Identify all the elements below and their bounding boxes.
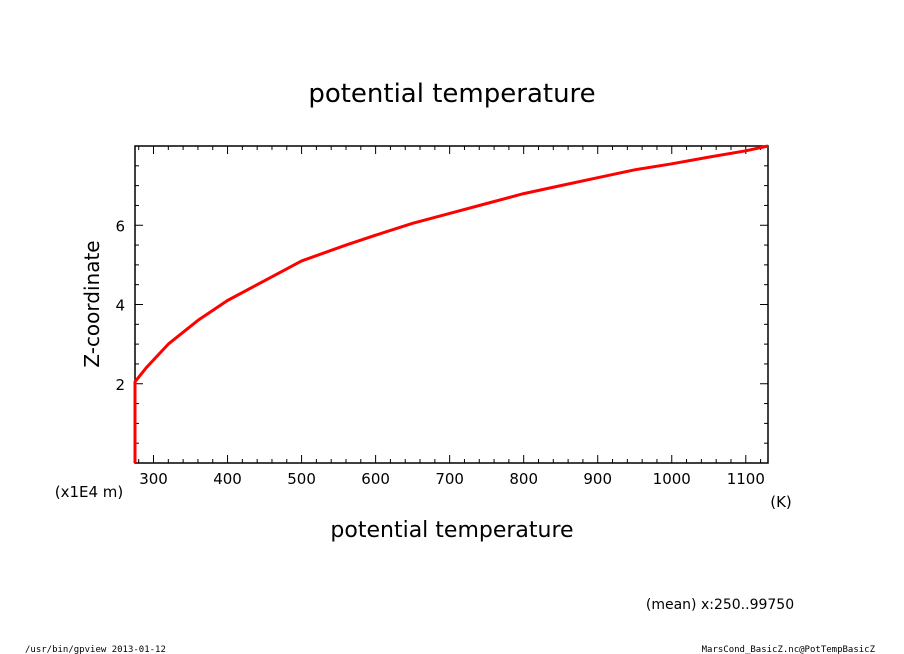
footer-right: MarsCond_BasicZ.nc@PotTempBasicZ: [702, 645, 876, 654]
axis-tick-labels: 300 400 500 600 700 800 900 1000 1100 2 4 6: [115, 217, 764, 488]
y-tick-label: 2: [115, 376, 125, 394]
series-layer: [133, 144, 769, 463]
y-unit-label: (x1E4 m): [55, 483, 124, 501]
y-axis-label: Z-coordinate: [80, 240, 104, 367]
x-tick-label: 700: [435, 470, 464, 488]
footer-left: /usr/bin/gpview 2013-01-12: [25, 645, 166, 654]
x-tick-label: 800: [509, 470, 538, 488]
x-unit-label: (K): [770, 493, 792, 511]
x-tick-label: 500: [287, 470, 316, 488]
chart-title: potential temperature: [308, 79, 595, 109]
x-tick-label: 400: [213, 470, 242, 488]
x-tick-label: 1100: [727, 470, 765, 488]
series-line: [133, 144, 769, 463]
x-tick-label: 300: [139, 470, 168, 488]
x-tick-label: 900: [583, 470, 612, 488]
x-tick-label: 1000: [653, 470, 691, 488]
y-tick-label: 6: [115, 217, 125, 235]
plot-frame: [134, 145, 769, 464]
x-axis-label: potential temperature: [330, 518, 573, 543]
axis-ticks: [135, 145, 768, 463]
x-tick-label: 600: [361, 470, 390, 488]
y-tick-label: 4: [115, 297, 125, 315]
mean-range-annotation: (mean) x:250..99750: [646, 597, 794, 613]
